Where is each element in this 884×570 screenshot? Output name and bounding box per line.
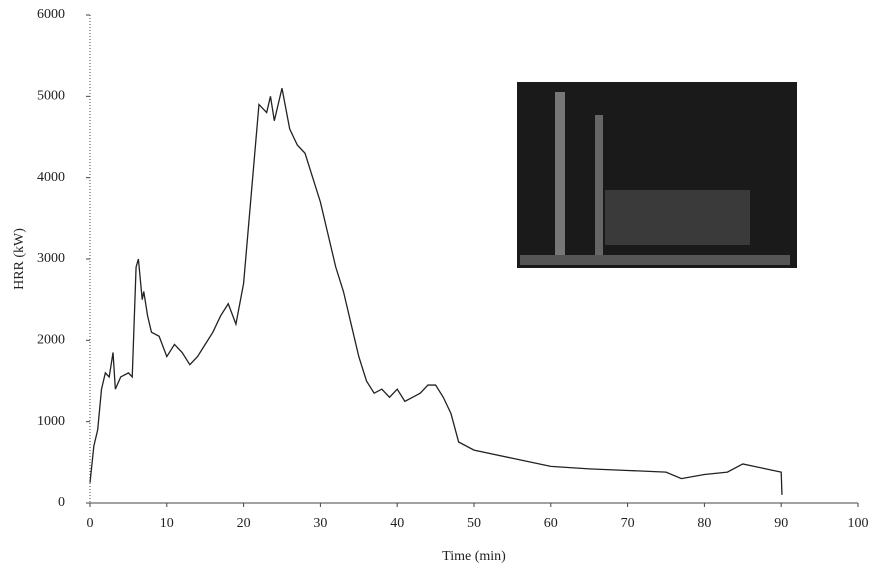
x-tick-label: 0 xyxy=(87,516,94,531)
x-tick-label: 30 xyxy=(313,516,327,531)
x-tick-label: 20 xyxy=(237,516,251,531)
photo-car xyxy=(605,190,750,245)
data-line xyxy=(89,88,783,495)
y-axis-title: HRR (kW) xyxy=(12,228,27,290)
photo-pillar xyxy=(555,92,565,262)
x-tick-label: 50 xyxy=(467,516,481,531)
x-axis-title: Time (min) xyxy=(442,549,506,564)
y-tick-label: 4000 xyxy=(37,170,65,185)
x-tick-label: 90 xyxy=(774,516,788,531)
x-tick-label: 10 xyxy=(160,516,174,531)
photo-floor xyxy=(520,255,790,265)
y-tick-label: 5000 xyxy=(37,89,65,104)
x-tick-label: 40 xyxy=(390,516,404,531)
y-tick-label: 0 xyxy=(58,495,65,510)
y-tick-label: 6000 xyxy=(37,7,65,22)
photo-pillar xyxy=(595,115,603,255)
x-tick-label: 60 xyxy=(544,516,558,531)
x-tick-label: 80 xyxy=(697,516,711,531)
y-tick-label: 3000 xyxy=(37,251,65,266)
x-tick-label: 70 xyxy=(621,516,635,531)
y-tick-label: 1000 xyxy=(37,414,65,429)
x-tick-label: 100 xyxy=(848,516,869,531)
y-tick-label: 2000 xyxy=(37,333,65,348)
